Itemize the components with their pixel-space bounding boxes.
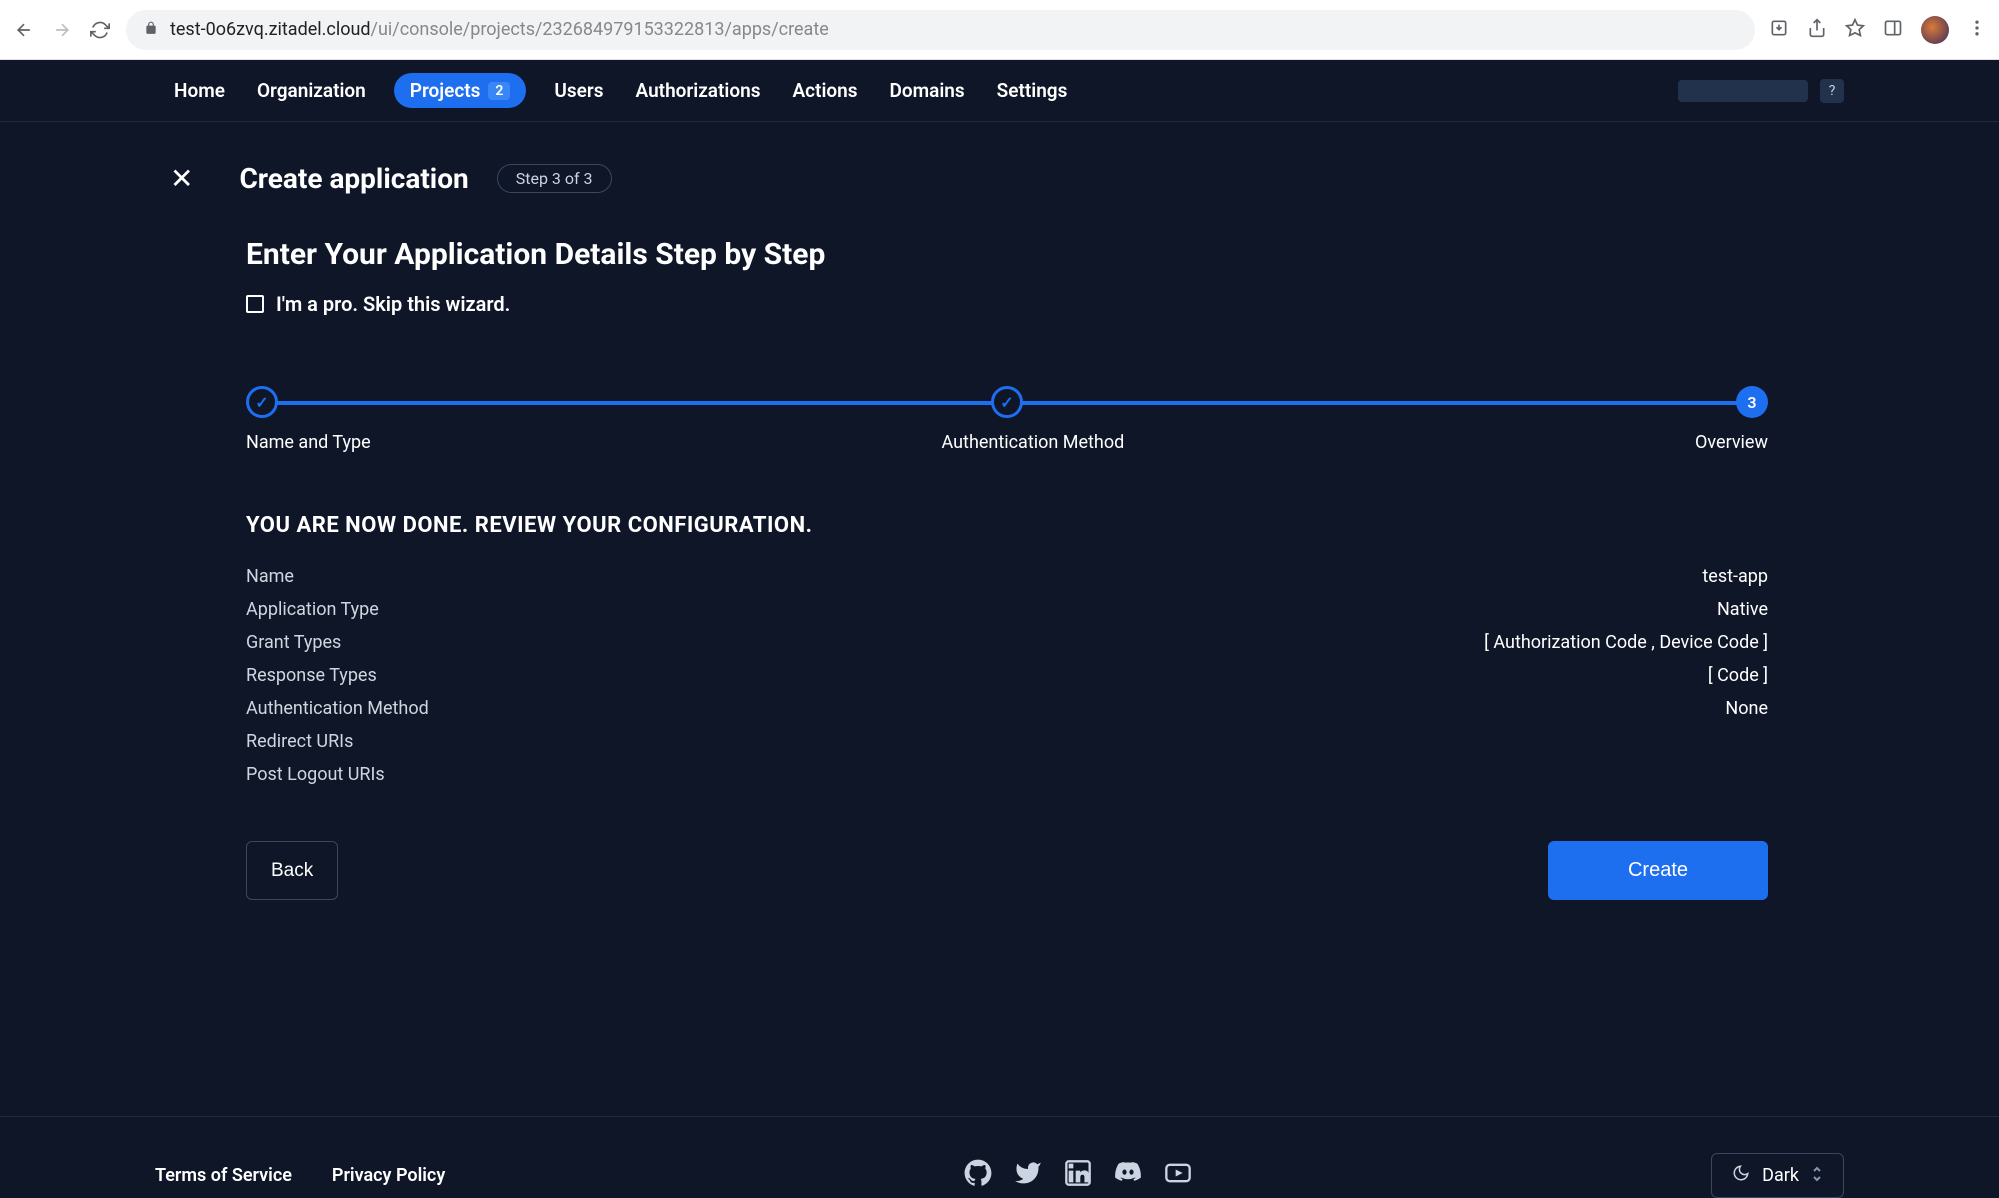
nav-item-label: Authorizations bbox=[636, 79, 761, 102]
chevron-updown-icon bbox=[1811, 1166, 1823, 1186]
tos-link[interactable]: Terms of Service bbox=[155, 1165, 292, 1186]
skip-wizard-checkbox[interactable]: I'm a pro. Skip this wizard. bbox=[246, 292, 1844, 316]
nav-item-label: Organization bbox=[257, 79, 366, 102]
review-label: Response Types bbox=[246, 665, 377, 686]
step-label-3: Overview bbox=[1695, 432, 1768, 453]
review-label: Grant Types bbox=[246, 632, 341, 653]
install-icon[interactable] bbox=[1769, 18, 1789, 42]
youtube-icon[interactable] bbox=[1164, 1159, 1192, 1192]
profile-avatar[interactable] bbox=[1921, 16, 1949, 44]
review-row: Application Type Native bbox=[246, 593, 1768, 626]
review-value: test-app bbox=[1702, 566, 1768, 587]
review-label: Authentication Method bbox=[246, 698, 429, 719]
nav-item-actions[interactable]: Actions bbox=[788, 73, 861, 108]
theme-label: Dark bbox=[1762, 1165, 1799, 1186]
back-button[interactable]: Back bbox=[246, 841, 338, 900]
review-value: [ Authorization Code , Device Code ] bbox=[1484, 632, 1768, 653]
url-text: test-0o6zvq.zitadel.cloud/ui/console/pro… bbox=[170, 19, 829, 40]
page-title: Create application bbox=[239, 162, 468, 195]
review-heading: YOU ARE NOW DONE. REVIEW YOUR CONFIGURAT… bbox=[246, 513, 1768, 538]
skip-label: I'm a pro. Skip this wizard. bbox=[276, 292, 510, 316]
review-label: Redirect URIs bbox=[246, 731, 353, 752]
nav-badge: 2 bbox=[488, 82, 510, 100]
discord-icon[interactable] bbox=[1114, 1159, 1142, 1192]
review-row: Grant Types [ Authorization Code , Device… bbox=[246, 626, 1768, 659]
browser-url-bar[interactable]: test-0o6zvq.zitadel.cloud/ui/console/pro… bbox=[126, 10, 1755, 50]
search-input[interactable] bbox=[1678, 80, 1808, 102]
review-value: [ Code ] bbox=[1708, 665, 1768, 686]
twitter-icon[interactable] bbox=[1014, 1159, 1042, 1192]
browser-chrome: test-0o6zvq.zitadel.cloud/ui/console/pro… bbox=[0, 0, 1999, 60]
review-row: Authentication Method None bbox=[246, 692, 1768, 725]
nav-item-label: Settings bbox=[997, 79, 1068, 102]
nav-item-domains[interactable]: Domains bbox=[886, 73, 969, 108]
linkedin-icon[interactable] bbox=[1064, 1159, 1092, 1192]
review-row: Post Logout URIs bbox=[246, 758, 1768, 791]
step-label-2: Authentication Method bbox=[941, 432, 1124, 453]
page-footer: Terms of Service Privacy Policy Dark bbox=[0, 1116, 1999, 1198]
top-navigation: Home Organization Projects 2 Users Authorizat… bbox=[0, 60, 1999, 122]
privacy-link[interactable]: Privacy Policy bbox=[332, 1165, 445, 1186]
nav-item-home[interactable]: Home bbox=[170, 73, 229, 108]
page-subtitle: Enter Your Application Details Step by S… bbox=[246, 237, 1844, 272]
lock-icon bbox=[144, 21, 158, 39]
share-icon[interactable] bbox=[1807, 18, 1827, 42]
browser-reload-icon[interactable] bbox=[88, 18, 112, 42]
step-indicator: Step 3 of 3 bbox=[497, 164, 612, 193]
review-label: Application Type bbox=[246, 599, 379, 620]
bookmark-star-icon[interactable] bbox=[1845, 18, 1865, 42]
browser-menu-icon[interactable] bbox=[1967, 18, 1987, 42]
github-icon[interactable] bbox=[964, 1159, 992, 1192]
review-row: Name test-app bbox=[246, 560, 1768, 593]
step-node-3[interactable]: 3 bbox=[1736, 386, 1768, 418]
nav-item-organization[interactable]: Organization bbox=[253, 73, 370, 108]
nav-item-projects[interactable]: Projects 2 bbox=[394, 73, 527, 108]
nav-item-label: Projects bbox=[410, 79, 481, 102]
nav-item-settings[interactable]: Settings bbox=[993, 73, 1072, 108]
nav-item-label: Home bbox=[174, 79, 225, 102]
nav-item-authorizations[interactable]: Authorizations bbox=[632, 73, 765, 108]
close-icon[interactable]: ✕ bbox=[170, 162, 193, 195]
review-value: None bbox=[1725, 698, 1768, 719]
review-label: Name bbox=[246, 566, 294, 587]
review-row: Redirect URIs bbox=[246, 725, 1768, 758]
wizard-stepper: 3 Name and Type Authentication Method Ov… bbox=[246, 386, 1768, 453]
step-node-2[interactable] bbox=[991, 386, 1023, 418]
review-row: Response Types [ Code ] bbox=[246, 659, 1768, 692]
browser-forward-icon[interactable] bbox=[50, 18, 74, 42]
nav-item-users[interactable]: Users bbox=[550, 73, 607, 108]
review-value: Native bbox=[1717, 599, 1768, 620]
theme-toggle[interactable]: Dark bbox=[1711, 1153, 1844, 1198]
panel-icon[interactable] bbox=[1883, 18, 1903, 42]
browser-back-icon[interactable] bbox=[12, 18, 36, 42]
nav-item-label: Domains bbox=[890, 79, 965, 102]
review-section: YOU ARE NOW DONE. REVIEW YOUR CONFIGURAT… bbox=[246, 513, 1768, 791]
help-button[interactable]: ? bbox=[1820, 79, 1844, 103]
review-label: Post Logout URIs bbox=[246, 764, 385, 785]
step-label-1: Name and Type bbox=[246, 432, 371, 453]
create-button[interactable]: Create bbox=[1548, 841, 1768, 900]
checkbox-icon bbox=[246, 295, 264, 313]
moon-icon bbox=[1732, 1164, 1750, 1187]
nav-item-label: Users bbox=[554, 79, 603, 102]
step-node-1[interactable] bbox=[246, 386, 278, 418]
nav-item-label: Actions bbox=[792, 79, 857, 102]
